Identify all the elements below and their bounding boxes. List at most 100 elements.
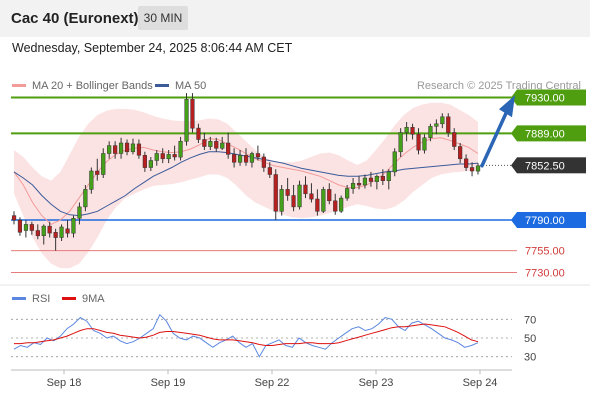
candle-body [118,142,124,154]
legend-ma50: MA 50 [155,80,206,92]
candle-body [124,142,130,153]
candle-body [339,197,344,212]
candle-body [29,224,34,231]
candle-body [321,189,326,212]
candle-body [65,228,70,234]
ma9-swatch [62,296,76,300]
candle-body [136,143,142,156]
candle-body [458,146,463,160]
credit-text: Research © 2025 Trading Central [416,80,581,92]
candle-body [303,184,308,195]
candle-body [41,225,46,236]
candle-body [202,139,207,147]
candle-body [368,177,374,182]
candle-body [232,154,237,163]
legend-ma9: 9MA [62,293,105,305]
interval-button[interactable]: 30 MIN [138,6,188,30]
candle-body [47,225,52,234]
candle-body [279,189,284,212]
rsi-swatch [12,296,26,300]
forecast-arrow-head [499,95,515,118]
candle-body [107,145,112,154]
candle-body [345,188,350,199]
legend-ma9-label: 9MA [82,293,105,305]
candle-body [220,142,225,149]
level-tag-7790.00 [517,212,586,228]
candle-body [83,189,88,208]
candle-body [469,167,475,172]
candle-body [53,232,58,238]
candle-body [434,123,439,127]
candle-body [166,154,171,160]
candle-body [142,155,147,168]
candle-body [267,167,272,175]
bollinger-swatch [12,83,26,87]
forecast-arrow-shaft [480,111,508,168]
level-tag-7930.00 [517,89,586,106]
level-tag-pointer-7889.00 [511,125,517,142]
candle-body [113,145,118,154]
candle-body [356,183,362,186]
time-axis: Sep 18 Sep 19 Sep 22 Sep 23 Sep 24 [0,284,590,389]
candle-body [452,132,457,147]
level-tag-pointer-7852.50 [511,157,517,174]
candle-body [309,193,314,200]
candle-body [214,141,219,149]
candle-body [428,126,433,139]
candle-body [196,127,201,140]
rsi-tick-50: 50 [524,333,536,345]
candle-body [380,176,385,181]
candle-body [59,226,64,238]
level-label-7755.00: 7755.00 [525,246,565,258]
candle-body [416,134,421,151]
rsi-tick-30: 30 [524,352,536,364]
candle-body [71,218,76,234]
candle-body [190,99,195,129]
candle-body [362,177,368,186]
candle-body [333,200,338,212]
candle-body [404,127,409,133]
candle-body [327,189,332,202]
candle-body [160,153,165,160]
candle-body [285,189,290,196]
candle-body [17,219,23,233]
level-tag-pointer-7790.00 [511,212,517,228]
candle-body [89,170,94,190]
candle-body [101,153,106,175]
timestamp: Wednesday, September 24, 2025 8:06:44 AM… [12,41,293,55]
candle-body [374,176,379,182]
price-panel: 7930.00 7889.00 7852.50 7790.00 7755.00 7730.… [11,89,586,280]
instrument-title: Cac 40 (Euronext) [11,10,139,27]
candle-body [350,183,356,189]
candle-body [95,170,100,175]
candle-body [392,151,397,173]
candle-body [148,160,153,168]
candle-body [154,153,159,161]
level-label-7852.50: 7852.50 [525,160,565,172]
level-label-7889.00: 7889.00 [525,128,565,140]
candle-body [422,137,427,151]
legend-bollinger: MA 20 + Bollinger Bands [12,80,153,92]
ma50-swatch [155,83,169,87]
time-tick-label: Sep 18 [47,377,82,389]
level-label-7730.00: 7730.00 [525,268,565,280]
rsi-tick-70: 70 [524,314,536,326]
chart-header: Cac 40 (Euronext) 30 MIN [0,0,590,37]
candle-body [440,116,445,125]
candle-body [237,155,243,163]
legend-bollinger-label: MA 20 + Bollinger Bands [32,80,153,92]
level-tag-7889.00 [517,125,586,142]
time-tick-label: Sep 24 [463,377,498,389]
candle-body [130,143,136,153]
candle-body [255,153,261,158]
candle-body [172,154,177,158]
candle-body [464,158,469,168]
candle-body [226,142,231,155]
candle-body [178,141,183,158]
candle-body [208,141,213,147]
time-tick-label: Sep 23 [359,377,394,389]
candle-body [315,198,320,212]
candle-body [77,206,82,219]
level-label-7790.00: 7790.00 [525,215,565,227]
